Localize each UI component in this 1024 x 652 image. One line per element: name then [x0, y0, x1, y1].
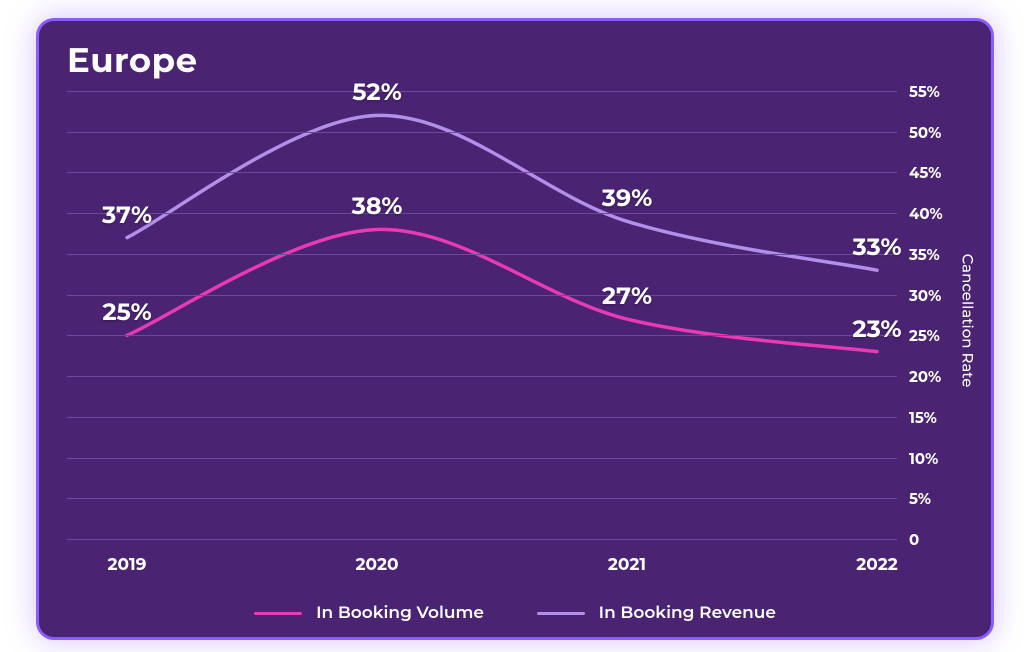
- y-tick-label: 55%: [909, 82, 940, 101]
- legend: In Booking Volume In Booking Revenue: [39, 600, 991, 624]
- data-label: 37%: [102, 201, 152, 230]
- chart-card: Europe 05%10%15%20%25%30%35%40%45%50%55%…: [36, 18, 994, 640]
- gridline: [67, 539, 897, 540]
- gridline: [67, 458, 897, 459]
- y-axis-title: Cancellation Rate: [959, 254, 978, 388]
- x-tick-label: 2021: [608, 555, 646, 575]
- y-tick-label: 35%: [909, 245, 940, 264]
- legend-label-volume: In Booking Volume: [316, 603, 484, 623]
- legend-item-revenue: In Booking Revenue: [537, 603, 776, 623]
- gridline: [67, 91, 897, 92]
- gridline: [67, 172, 897, 173]
- series-line-volume: [127, 229, 877, 351]
- x-tick-label: 2022: [856, 555, 898, 575]
- data-label: 23%: [852, 315, 901, 344]
- gridline: [67, 417, 897, 418]
- gridline: [67, 295, 897, 296]
- gridline: [67, 132, 897, 133]
- y-tick-label: 10%: [909, 449, 938, 468]
- y-tick-label: 20%: [909, 367, 941, 386]
- y-tick-label: 30%: [909, 286, 941, 305]
- chart-title: Europe: [67, 39, 198, 81]
- data-label: 39%: [602, 184, 653, 213]
- y-tick-label: 0: [909, 530, 919, 549]
- gridline: [67, 213, 897, 214]
- x-tick-label: 2019: [108, 555, 147, 575]
- line-canvas: [67, 91, 897, 539]
- y-tick-label: 45%: [909, 163, 941, 182]
- data-label: 33%: [852, 233, 901, 262]
- x-tick-label: 2020: [355, 555, 398, 575]
- plot-area: 05%10%15%20%25%30%35%40%45%50%55%2019202…: [67, 91, 897, 539]
- series-line-revenue: [127, 115, 877, 270]
- gridline: [67, 498, 897, 499]
- legend-swatch-revenue: [537, 612, 585, 615]
- y-tick-label: 25%: [909, 326, 940, 345]
- data-label: 52%: [352, 78, 402, 107]
- data-label: 27%: [602, 282, 652, 311]
- y-tick-label: 40%: [909, 204, 943, 223]
- legend-swatch-volume: [254, 612, 302, 615]
- legend-item-volume: In Booking Volume: [254, 603, 484, 623]
- gridline: [67, 254, 897, 255]
- y-tick-label: 50%: [909, 123, 941, 142]
- y-tick-label: 5%: [909, 489, 931, 508]
- y-tick-label: 15%: [909, 408, 937, 427]
- data-label: 25%: [102, 298, 151, 327]
- legend-label-revenue: In Booking Revenue: [599, 603, 776, 623]
- gridline: [67, 335, 897, 336]
- data-label: 38%: [352, 192, 403, 221]
- gridline: [67, 376, 897, 377]
